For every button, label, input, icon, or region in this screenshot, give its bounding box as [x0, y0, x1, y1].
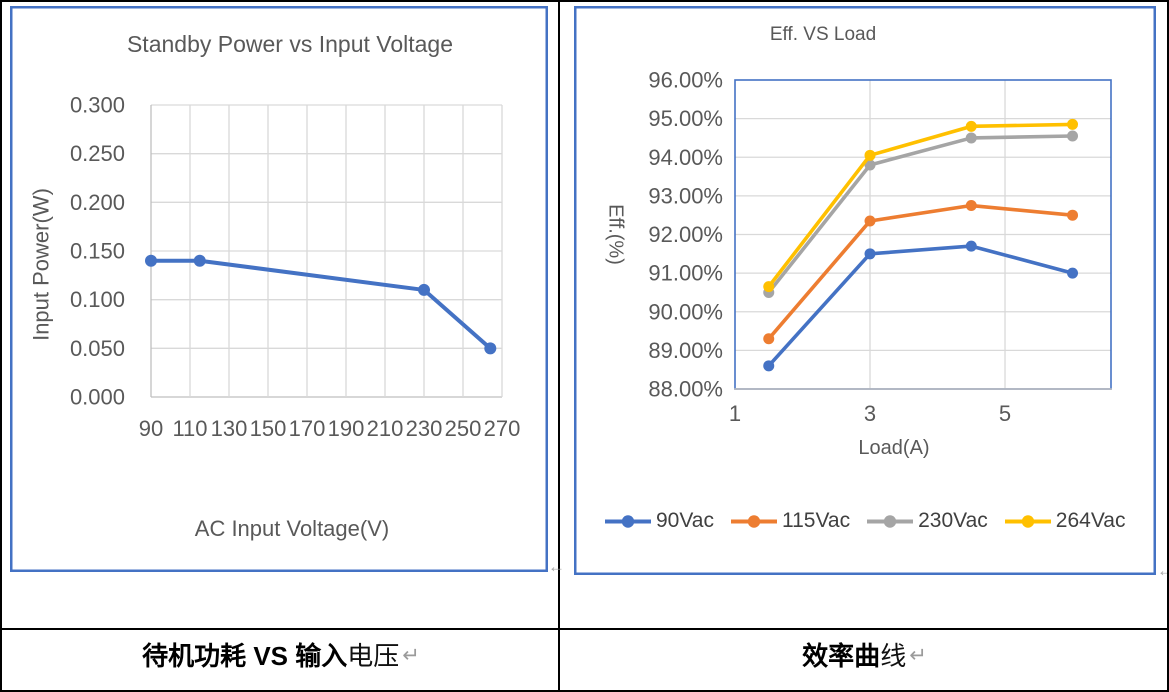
y-axis-title-eff: Eff.(%) [604, 204, 627, 265]
caption-right: 效率曲线 ↵ [802, 636, 927, 673]
legend-label: 264Vac [1055, 509, 1126, 532]
data-point-90Vac [763, 360, 775, 372]
paragraph-anchor-arrow-left-cell: ← [548, 557, 565, 576]
data-point-115Vac [965, 200, 977, 212]
y-tick-label: 88.00% [648, 377, 723, 402]
chart-title-standby: Standby Power vs Input Voltage [126, 31, 454, 57]
y-tick-label: 90.00% [648, 299, 723, 324]
legend-label: 115Vac [782, 509, 851, 532]
data-point-264Vac [763, 281, 775, 293]
caption-right-text-regular: 线 [880, 640, 907, 671]
x-tick-label: 250 [445, 416, 482, 441]
y-tick-label: 0.200 [70, 190, 125, 215]
x-tick-label: 230 [406, 416, 443, 441]
series-line-90Vac [766, 244, 1075, 368]
y-tick-label: 92.00% [648, 222, 723, 247]
legend-item-115Vac: 115Vac [730, 509, 850, 533]
paragraph-anchor-arrow-right-cell: ← [1157, 562, 1167, 579]
data-point-Standby Power [484, 342, 497, 355]
x-tick-label: 5 [999, 401, 1011, 426]
x-tick-label: 1 [729, 401, 741, 426]
x-tick-label: 130 [211, 416, 248, 441]
data-point-230Vac [965, 132, 977, 144]
x-tick-label: 90 [139, 416, 163, 441]
series-line-115Vac [766, 203, 1075, 341]
paragraph-mark-icon: ↵ [909, 643, 927, 667]
data-point-115Vac [1067, 209, 1079, 221]
legend-swatch-icon [867, 514, 914, 528]
data-point-90Vac [965, 240, 977, 252]
caption-left-text-bold: 待机功耗 VS 输入 [142, 640, 348, 671]
legend-item-90Vac: 90Vac [604, 509, 714, 533]
y-tick-label: 89.00% [648, 338, 723, 363]
x-tick-label: 170 [289, 416, 326, 441]
legend-label: 230Vac [918, 509, 988, 532]
x-tick-label: 150 [250, 416, 287, 441]
y-tick-label: 93.00% [648, 183, 723, 208]
y-axis-title-input-power: Input Power(W) [28, 188, 54, 341]
table-border-horizontal [2, 628, 1167, 630]
data-point-230Vac [864, 159, 876, 171]
efficiency-chart[interactable]: 88.00% 89.00% 90.00% 91.00% 92.00% 93.00% 94.0… [574, 6, 1156, 575]
y-tick-label: 0.050 [70, 336, 125, 361]
series-line-230Vac [766, 134, 1075, 295]
series-line-264Vac [766, 122, 1075, 289]
x-axis-title-load: Load(A) [858, 437, 930, 459]
data-point-264Vac [965, 120, 977, 132]
y-tick-label: 0.150 [70, 239, 125, 264]
x-tick-label: 110 [172, 416, 207, 441]
legend-swatch-icon [605, 514, 651, 528]
data-point-115Vac [763, 333, 775, 345]
y-tick-label: 95.00% [648, 106, 723, 131]
legend-item-230Vac: 230Vac [866, 509, 988, 533]
series-line-Standby Power [149, 258, 493, 351]
caption-right-text-bold: 效率曲 [802, 640, 881, 671]
data-point-264Vac [864, 149, 876, 161]
y-tick-label: 0.300 [70, 93, 125, 118]
chart-title-efficiency: Eff. VS Load [769, 24, 877, 45]
x-tick-label: 190 [328, 416, 365, 441]
legend-swatch-icon [731, 514, 777, 528]
x-tick-label: 270 [484, 416, 521, 441]
y-tick-label: 91.00% [648, 261, 723, 286]
data-point-264Vac [1067, 118, 1079, 130]
chart-frame-border [10, 6, 548, 572]
x-axis-title-ac-input-voltage: AC Input Voltage(V) [194, 516, 390, 541]
caption-cell-right: 效率曲线 ↵ [560, 630, 1167, 690]
y-tick-label: 96.00% [648, 68, 723, 93]
standby-power-chart[interactable]: 0.000 0.050 0.100 0.150 0.200 0.250 0.300 90 110… [10, 6, 548, 572]
caption-left: 待机功耗 VS 输入 电压 ↵ [142, 636, 420, 673]
x-tick-label: 210 [367, 416, 404, 441]
legend-label: 90Vac [656, 509, 714, 532]
paragraph-mark-icon: ↵ [402, 643, 420, 667]
y-tick-label: 0.100 [70, 287, 125, 312]
legend-item-264Vac: 264Vac [1004, 509, 1126, 533]
data-point-Standby Power [193, 254, 206, 267]
caption-left-text-regular: 电压 [347, 640, 400, 671]
data-point-230Vac [1067, 130, 1079, 142]
chart-legend: 90Vac 115Vac 230Vac 264Vac [604, 507, 1125, 535]
legend-swatch-icon [1004, 514, 1051, 528]
y-tick-label: 0.000 [70, 385, 125, 410]
data-point-Standby Power [418, 283, 430, 296]
data-point-90Vac [1067, 267, 1079, 279]
y-tick-label: 0.250 [70, 141, 125, 166]
y-tick-label: 94.00% [648, 145, 723, 170]
data-point-115Vac [864, 215, 876, 227]
table-border-vertical [558, 2, 560, 690]
data-point-Standby Power [145, 254, 157, 267]
x-tick-label: 3 [864, 401, 876, 426]
caption-cell-left: 待机功耗 VS 输入 电压 ↵ [4, 630, 558, 690]
data-point-90Vac [864, 248, 876, 260]
chart-frame-border [574, 6, 1156, 575]
